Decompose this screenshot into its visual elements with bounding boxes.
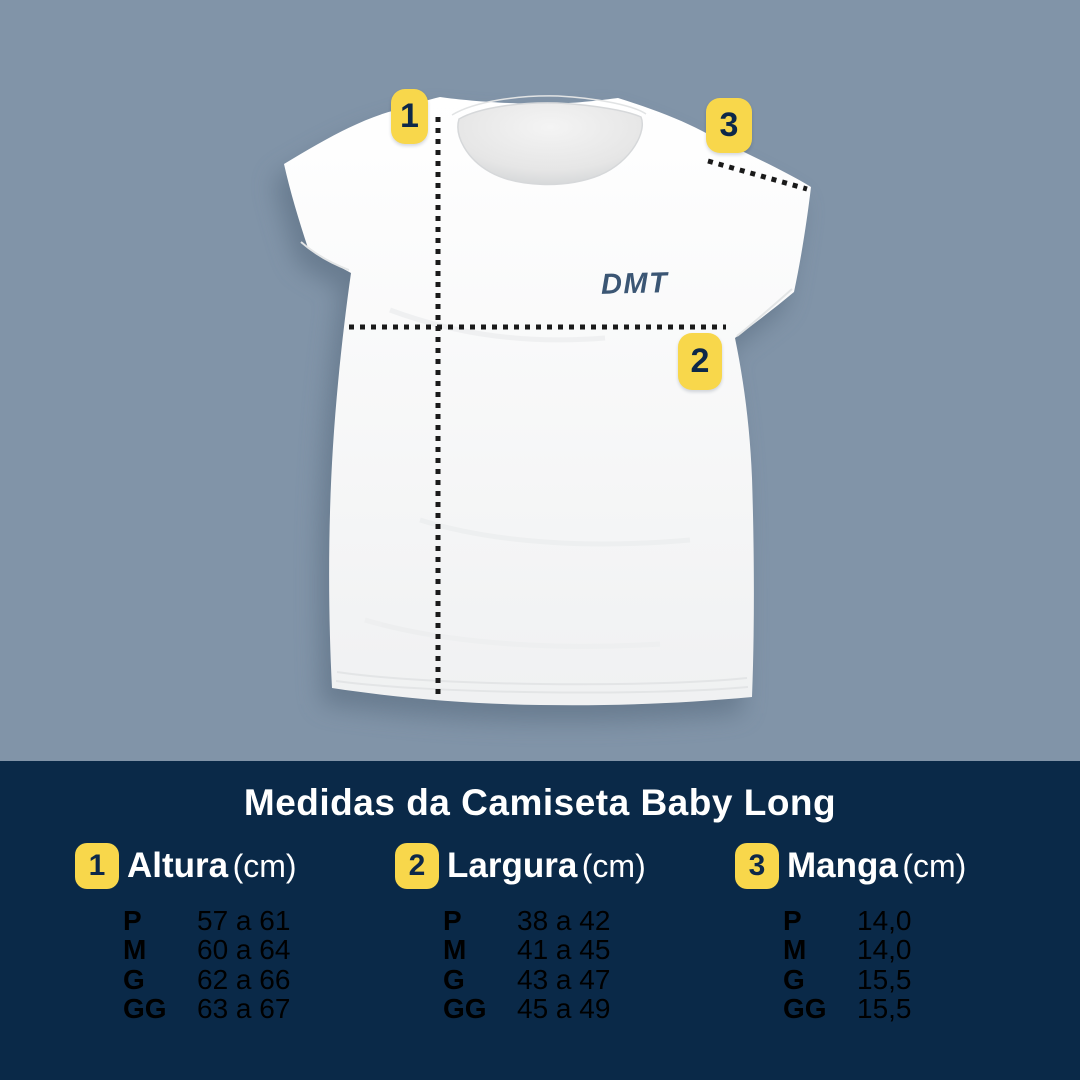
- size-label: GG: [783, 993, 827, 1025]
- size-label: G: [783, 963, 805, 995]
- fabric-wrinkles: [364, 307, 691, 649]
- table-row: GG 15,5: [783, 993, 1045, 1025]
- size-label: G: [123, 963, 145, 995]
- size-label: M: [783, 934, 807, 966]
- column-manga-badge: 3: [735, 843, 779, 889]
- table-row: GG 45 a 49: [443, 993, 705, 1025]
- tshirt-body: [284, 97, 811, 706]
- column-manga: 3 Manga (cm) P 14,0 M 14,0 G 15,5 GG 15,5: [735, 843, 1045, 1024]
- panel-title: Medidas da Camiseta Baby Long: [243, 782, 837, 823]
- column-largura-unit: (cm): [581, 848, 646, 884]
- size-value: 43 a 47: [517, 963, 611, 995]
- size-value: 62 a 66: [197, 963, 291, 995]
- table-row: GG 63 a 67: [123, 993, 385, 1025]
- collar-stitch-seam: [451, 95, 647, 116]
- size-label: P: [123, 904, 142, 936]
- size-value: 45 a 49: [517, 993, 611, 1025]
- column-largura-rows: P 38 a 42 M 41 a 45 G 43 a 47 GG 45 a 49: [395, 904, 705, 1025]
- size-value: 15,5: [857, 993, 912, 1025]
- measure-marker-2-badge: 2: [678, 333, 722, 390]
- size-label: P: [783, 904, 802, 936]
- size-value: 38 a 42: [517, 904, 611, 936]
- shirt-brand-logo: DMT: [600, 267, 669, 301]
- size-label: GG: [123, 993, 167, 1025]
- size-value: 57 a 61: [197, 904, 291, 936]
- collar-opening: [457, 102, 643, 186]
- column-manga-name: Manga: [787, 846, 898, 885]
- table-row: P 38 a 42: [443, 904, 705, 936]
- column-altura-unit: (cm): [232, 848, 297, 884]
- table-row: G 62 a 66: [123, 963, 385, 995]
- size-label: G: [443, 963, 465, 995]
- size-value: 15,5: [857, 963, 912, 995]
- column-largura-badge: 2: [395, 843, 439, 889]
- measurements-panel: Medidas da Camiseta Baby Long: [0, 761, 1080, 1080]
- table-row: M 14,0: [783, 934, 1045, 966]
- column-largura-name: Largura: [447, 846, 578, 885]
- stitch-seams: [300, 241, 793, 694]
- tshirt-mockup-photo: [274, 95, 811, 722]
- column-largura-title: Largura (cm): [447, 846, 646, 886]
- column-altura-header: 1 Altura (cm): [75, 843, 385, 889]
- table-row: P 14,0: [783, 904, 1045, 936]
- measure-marker-3-badge: 3: [706, 98, 752, 153]
- column-largura: 2 Largura (cm) P 38 a 42 M 41 a 45 G 43 a 4…: [395, 843, 705, 1024]
- table-row: G 15,5: [783, 963, 1045, 995]
- measure-marker-1-badge: 1: [391, 89, 428, 144]
- table-row: G 43 a 47: [443, 963, 705, 995]
- size-label: M: [123, 934, 147, 966]
- column-manga-header: 3 Manga (cm): [735, 843, 1045, 889]
- column-manga-title: Manga (cm): [787, 846, 966, 886]
- column-manga-rows: P 14,0 M 14,0 G 15,5 GG 15,5: [735, 904, 1045, 1025]
- column-altura-badge: 1: [75, 843, 119, 889]
- column-altura-name: Altura: [127, 846, 229, 885]
- size-value: 14,0: [857, 904, 912, 936]
- size-value: 60 a 64: [197, 934, 291, 966]
- size-label: M: [443, 934, 467, 966]
- column-largura-header: 2 Largura (cm): [395, 843, 705, 889]
- size-value: 14,0: [857, 934, 912, 966]
- table-row: M 60 a 64: [123, 934, 385, 966]
- table-row: M 41 a 45: [443, 934, 705, 966]
- column-manga-unit: (cm): [902, 848, 967, 884]
- column-altura-rows: P 57 a 61 M 60 a 64 G 62 a 66 GG 63 a 67: [75, 904, 385, 1025]
- size-value: 41 a 45: [517, 934, 611, 966]
- size-label: P: [443, 904, 462, 936]
- column-altura: 1 Altura (cm) P 57 a 61 M 60 a 64 G 62 a 66…: [75, 843, 385, 1024]
- size-label: GG: [443, 993, 487, 1025]
- column-altura-title: Altura (cm): [127, 846, 297, 886]
- table-row: P 57 a 61: [123, 904, 385, 936]
- size-value: 63 a 67: [197, 993, 291, 1025]
